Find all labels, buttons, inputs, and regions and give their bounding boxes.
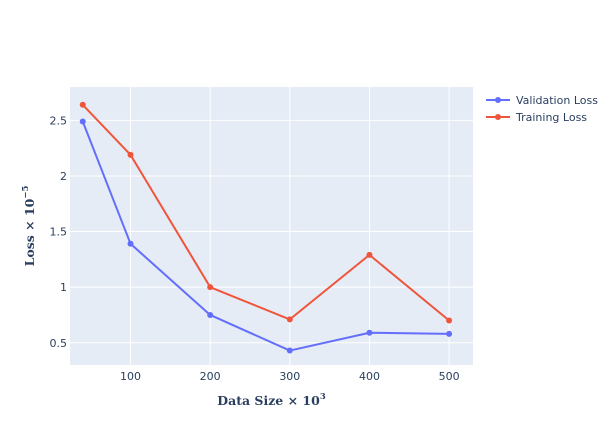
legend-label: Validation Loss — [516, 94, 598, 107]
data-point — [79, 101, 86, 108]
data-point — [207, 311, 214, 318]
legend-marker — [495, 97, 501, 103]
x-axis-title: Data Size × 103 — [217, 392, 326, 408]
y-axis-title-exponent: −5 — [21, 186, 31, 199]
x-tick-label: 500 — [439, 370, 460, 383]
plot-area — [70, 87, 473, 365]
legend-label: Training Loss — [515, 111, 587, 124]
series-line — [82, 104, 450, 322]
data-point — [127, 151, 134, 158]
legend-marker — [495, 114, 501, 120]
y-axis-ticks: 0.5 1 1.5 2 2.5 — [50, 114, 68, 349]
data-point — [366, 329, 373, 336]
legend-item[interactable]: Validation Loss — [486, 94, 598, 107]
data-point — [127, 240, 134, 247]
y-tick-label: 1.5 — [50, 226, 68, 239]
data-point — [366, 251, 373, 258]
legend: Validation Loss Training Loss — [486, 94, 598, 124]
x-tick-label: 300 — [279, 370, 300, 383]
x-axis-title-exponent: 3 — [320, 392, 326, 402]
y-tick-label: 2 — [60, 170, 67, 183]
data-point — [446, 317, 453, 324]
y-tick-label: 1 — [60, 281, 67, 294]
data-point — [79, 118, 86, 125]
series-0 — [79, 118, 453, 354]
y-axis-title: Loss × 10−5 — [21, 186, 37, 267]
series-1 — [79, 101, 453, 324]
x-axis-title-text: Data Size × 10 — [217, 393, 320, 408]
series-layer — [79, 101, 453, 354]
y-axis-title-text: Loss × 10 — [22, 198, 37, 266]
data-point — [446, 330, 453, 337]
legend-item[interactable]: Training Loss — [486, 111, 587, 124]
data-point — [207, 284, 214, 291]
data-point — [286, 316, 293, 323]
series-line — [81, 121, 450, 352]
y-tick-label: 0.5 — [50, 337, 68, 350]
x-axis-ticks: 100 200 300 400 500 — [120, 370, 460, 383]
x-tick-label: 400 — [359, 370, 380, 383]
y-tick-label: 2.5 — [50, 114, 68, 127]
x-tick-label: 100 — [120, 370, 141, 383]
data-point — [286, 347, 293, 354]
x-tick-label: 200 — [200, 370, 221, 383]
